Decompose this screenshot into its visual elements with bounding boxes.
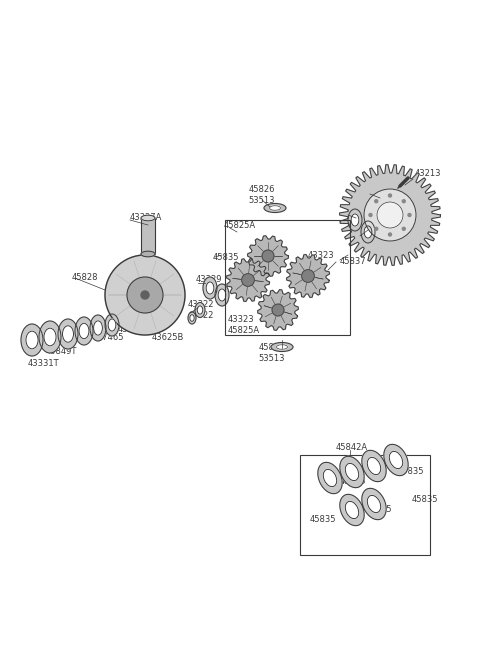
Ellipse shape bbox=[195, 303, 205, 318]
Circle shape bbox=[408, 214, 411, 217]
Ellipse shape bbox=[39, 321, 61, 353]
Text: 45832: 45832 bbox=[366, 187, 393, 195]
Ellipse shape bbox=[218, 289, 226, 301]
Circle shape bbox=[242, 274, 254, 286]
Ellipse shape bbox=[190, 314, 194, 322]
Text: 45826
53513: 45826 53513 bbox=[259, 343, 285, 363]
Text: 45835: 45835 bbox=[340, 477, 367, 487]
Ellipse shape bbox=[271, 343, 293, 352]
Circle shape bbox=[272, 304, 284, 316]
Text: 45835: 45835 bbox=[412, 495, 439, 504]
Polygon shape bbox=[340, 164, 441, 265]
Ellipse shape bbox=[367, 495, 381, 513]
Circle shape bbox=[375, 200, 378, 202]
Text: 43322
45822: 43322 45822 bbox=[188, 300, 215, 320]
Circle shape bbox=[364, 189, 416, 241]
Ellipse shape bbox=[21, 324, 43, 356]
Circle shape bbox=[127, 277, 163, 313]
Ellipse shape bbox=[345, 463, 359, 481]
Circle shape bbox=[369, 214, 372, 217]
Ellipse shape bbox=[367, 457, 381, 475]
Circle shape bbox=[377, 202, 403, 228]
Ellipse shape bbox=[345, 501, 359, 519]
Ellipse shape bbox=[264, 204, 286, 212]
Text: 45828: 45828 bbox=[72, 272, 98, 282]
Polygon shape bbox=[248, 236, 288, 276]
Ellipse shape bbox=[26, 331, 38, 349]
Text: 43327A: 43327A bbox=[130, 214, 162, 223]
Ellipse shape bbox=[362, 489, 386, 519]
Ellipse shape bbox=[44, 328, 56, 346]
Text: 45835: 45835 bbox=[345, 208, 372, 217]
Circle shape bbox=[388, 194, 392, 197]
Text: 43329: 43329 bbox=[138, 312, 165, 320]
Circle shape bbox=[388, 233, 392, 236]
Polygon shape bbox=[287, 255, 329, 297]
Text: 45842A: 45842A bbox=[336, 443, 368, 453]
Ellipse shape bbox=[206, 282, 214, 294]
Polygon shape bbox=[258, 290, 299, 330]
Bar bbox=[141, 218, 155, 254]
Text: 45825A: 45825A bbox=[224, 221, 256, 231]
Ellipse shape bbox=[188, 312, 196, 324]
Text: 43323: 43323 bbox=[308, 250, 335, 259]
Text: 45737A: 45737A bbox=[358, 233, 390, 242]
Text: 45849T: 45849T bbox=[46, 348, 77, 356]
Text: 43331T: 43331T bbox=[28, 360, 60, 369]
Ellipse shape bbox=[318, 462, 342, 494]
Ellipse shape bbox=[141, 252, 155, 257]
Text: 45840A: 45840A bbox=[118, 326, 150, 335]
Circle shape bbox=[141, 291, 149, 299]
Ellipse shape bbox=[197, 306, 203, 314]
Ellipse shape bbox=[108, 319, 116, 331]
Ellipse shape bbox=[62, 326, 73, 343]
Circle shape bbox=[262, 250, 274, 262]
Text: 45835: 45835 bbox=[398, 468, 424, 476]
Ellipse shape bbox=[362, 451, 386, 481]
Bar bbox=[225, 220, 350, 335]
Circle shape bbox=[375, 227, 378, 231]
Ellipse shape bbox=[351, 214, 359, 226]
Bar bbox=[300, 455, 430, 555]
Text: 43329: 43329 bbox=[196, 276, 223, 284]
Circle shape bbox=[402, 200, 405, 202]
Ellipse shape bbox=[203, 277, 217, 299]
Ellipse shape bbox=[340, 495, 364, 526]
Text: 45835: 45835 bbox=[366, 506, 393, 514]
Ellipse shape bbox=[105, 314, 119, 336]
Circle shape bbox=[105, 255, 185, 335]
Ellipse shape bbox=[364, 226, 372, 238]
Ellipse shape bbox=[276, 345, 288, 349]
Circle shape bbox=[302, 270, 314, 282]
Text: 45826
53513: 45826 53513 bbox=[249, 185, 275, 205]
Text: 43323
45825A: 43323 45825A bbox=[228, 315, 260, 335]
Text: 43625B: 43625B bbox=[152, 333, 184, 343]
Text: 45835: 45835 bbox=[310, 515, 336, 525]
Ellipse shape bbox=[215, 284, 229, 306]
Ellipse shape bbox=[361, 221, 375, 243]
Ellipse shape bbox=[348, 209, 362, 231]
Text: 47465: 47465 bbox=[98, 333, 124, 343]
Ellipse shape bbox=[384, 444, 408, 476]
Circle shape bbox=[402, 227, 405, 231]
Ellipse shape bbox=[75, 317, 93, 345]
Ellipse shape bbox=[269, 206, 280, 210]
Ellipse shape bbox=[340, 457, 364, 488]
Ellipse shape bbox=[324, 470, 336, 487]
Text: 43213: 43213 bbox=[415, 170, 442, 179]
Ellipse shape bbox=[389, 451, 403, 468]
Ellipse shape bbox=[94, 321, 102, 335]
Text: 45837: 45837 bbox=[340, 257, 367, 267]
Text: 45835: 45835 bbox=[213, 253, 240, 263]
Ellipse shape bbox=[79, 324, 89, 339]
Ellipse shape bbox=[141, 215, 155, 221]
Polygon shape bbox=[227, 259, 269, 301]
Ellipse shape bbox=[90, 315, 106, 341]
Ellipse shape bbox=[58, 319, 78, 349]
